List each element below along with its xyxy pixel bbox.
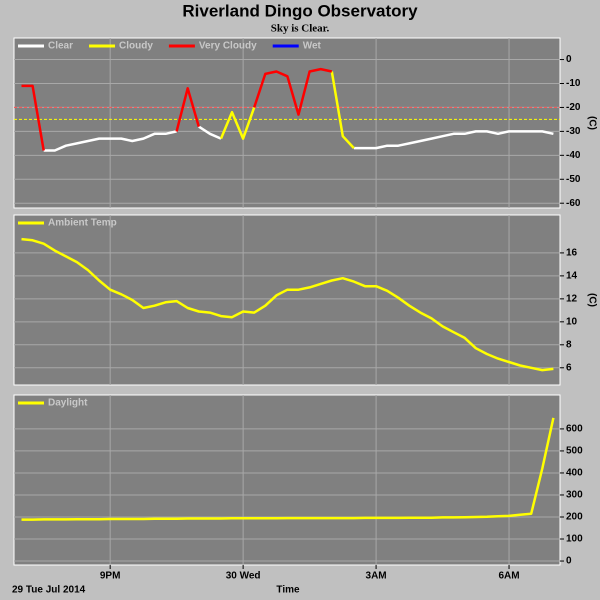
y-tick-label: -30 — [566, 126, 581, 137]
y-tick-label: 100 — [566, 534, 583, 545]
x-tick-label: 9PM — [100, 571, 121, 582]
y-tick-label: 12 — [566, 293, 578, 304]
series-line — [219, 71, 355, 149]
chart-subtitle: Sky is Clear. — [271, 23, 330, 35]
legend-label: Daylight — [48, 398, 88, 409]
series-line — [21, 237, 554, 372]
y-tick-label: 400 — [566, 468, 583, 479]
x-tick-label: 6AM — [498, 571, 519, 582]
series-line — [43, 125, 554, 152]
plot-area — [13, 37, 561, 209]
plot-area — [13, 214, 561, 386]
y-tick-label: 6 — [566, 362, 572, 373]
x-tick-label: 30 Wed — [226, 571, 261, 582]
y-tick-label: 0 — [566, 54, 572, 65]
series-line — [21, 67, 333, 151]
y-tick-label: 10 — [566, 316, 578, 327]
legend-label: Wet — [303, 41, 322, 52]
legend-label: Very Cloudy — [199, 41, 257, 52]
y-tick-label: 500 — [566, 446, 583, 457]
y-tick-label: 300 — [566, 490, 583, 501]
date-label: 29 Tue Jul 2014 — [12, 585, 86, 596]
chart-title: Riverland Dingo Observatory — [182, 1, 418, 20]
y-tick-label: -40 — [566, 150, 581, 161]
y-tick-label: 600 — [566, 424, 583, 435]
x-tick-label: 3AM — [366, 571, 387, 582]
y-tick-label: 200 — [566, 512, 583, 523]
y-axis-label: (C) — [586, 116, 597, 130]
series-line — [21, 417, 555, 521]
y-tick-label: 14 — [566, 271, 578, 282]
legend-label: Cloudy — [119, 41, 153, 52]
y-tick-label: 8 — [566, 339, 572, 350]
y-tick-label: 16 — [566, 248, 578, 259]
y-tick-label: 0 — [566, 556, 572, 567]
y-tick-label: -60 — [566, 198, 581, 209]
y-tick-label: -10 — [566, 78, 581, 89]
y-tick-label: -20 — [566, 102, 581, 113]
legend-label: Clear — [48, 41, 73, 52]
legend-label: Ambient Temp — [48, 218, 117, 229]
y-tick-label: -50 — [566, 174, 581, 185]
y-axis-label: (C) — [586, 293, 597, 307]
plot-area — [13, 394, 561, 566]
x-axis-label: Time — [276, 585, 300, 596]
